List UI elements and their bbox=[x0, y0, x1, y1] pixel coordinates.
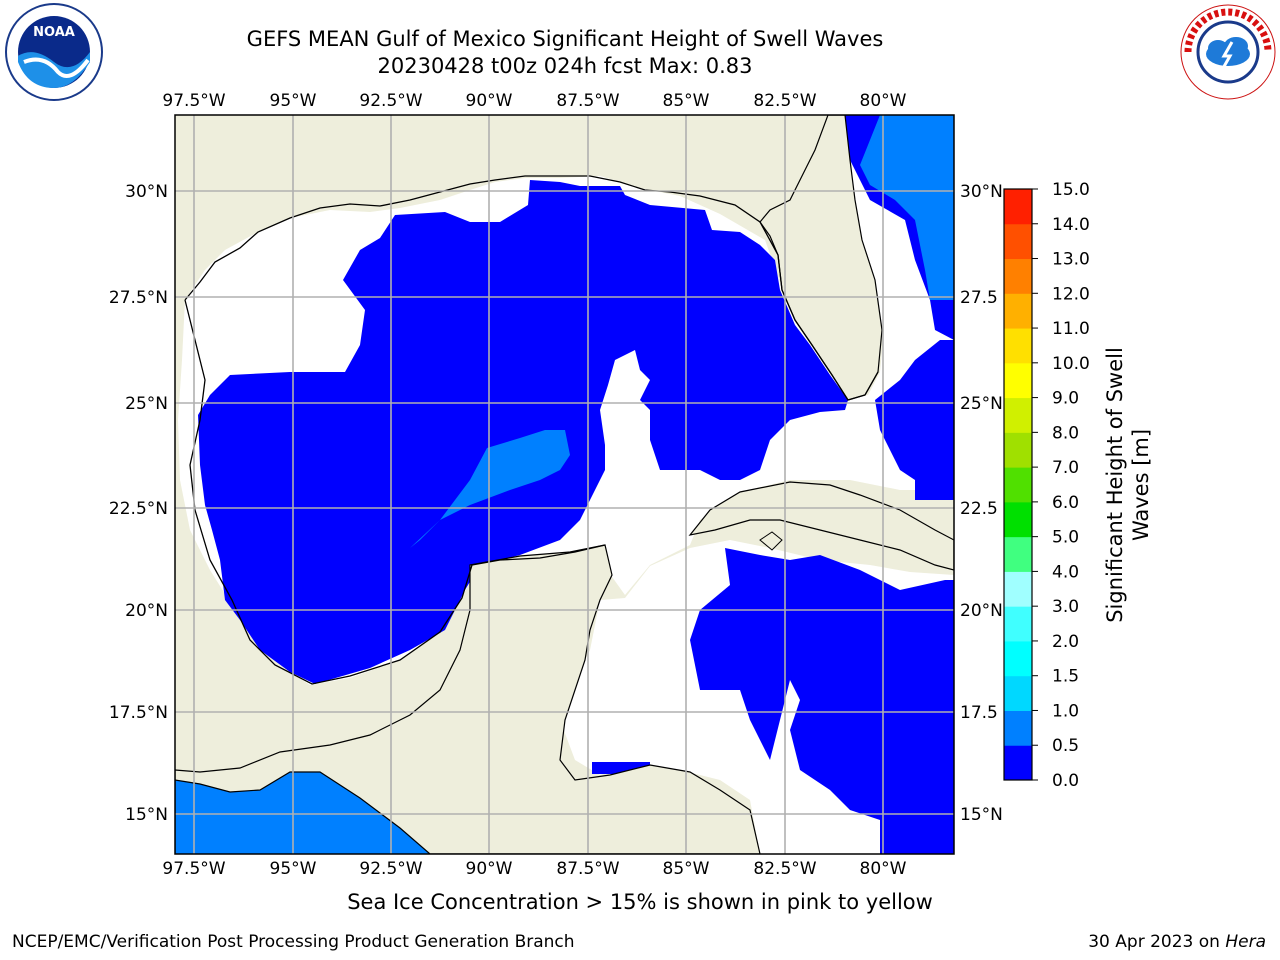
colorbar bbox=[1004, 189, 1032, 781]
colorbar-tick-label: 1.5 bbox=[1052, 667, 1079, 687]
lat-label: 27.5 bbox=[960, 288, 998, 308]
colorbar-segment bbox=[1004, 571, 1032, 607]
colorbar-tick-label: 8.0 bbox=[1052, 423, 1079, 443]
noaa-logo: NOAA bbox=[5, 3, 103, 101]
lat-label: 22.5°N bbox=[109, 499, 168, 519]
map-subtitle: 20230428 t00z 024h fcst Max: 0.83 bbox=[377, 54, 753, 78]
colorbar-tick-label: 14.0 bbox=[1052, 215, 1090, 235]
lon-label: 90°W bbox=[466, 859, 513, 879]
colorbar-tick-label: 10.0 bbox=[1052, 354, 1090, 374]
map-frame bbox=[174, 114, 955, 855]
cuba-land bbox=[688, 481, 954, 571]
colorbar-segment bbox=[1004, 362, 1032, 399]
map-gridlines bbox=[175, 115, 954, 854]
lat-label: 15°N bbox=[960, 805, 1003, 825]
colorbar-tick-label: 4.0 bbox=[1052, 562, 1079, 582]
colorbar-tick-label: 2.0 bbox=[1052, 632, 1079, 652]
colorbar-tick-label: 7.0 bbox=[1052, 458, 1079, 478]
lat-labels-left: 30°N 27.5°N 25°N 22.5°N 20°N 17.5°N 15°N bbox=[109, 182, 168, 825]
colorbar-segment bbox=[1004, 640, 1032, 677]
noaa-logo-text: NOAA bbox=[33, 25, 75, 40]
isla-juventud bbox=[759, 531, 783, 551]
colorbar-tick-label: 6.0 bbox=[1052, 493, 1079, 513]
map-title: GEFS MEAN Gulf of Mexico Significant Hei… bbox=[246, 27, 884, 51]
colorbar-tick-label: 13.0 bbox=[1052, 250, 1090, 270]
colorbar-label: Significant Height of Swell Waves [m] bbox=[1103, 347, 1153, 623]
gulf-coastline bbox=[184, 175, 879, 401]
colorbar-tick-label: 0.5 bbox=[1052, 736, 1079, 756]
colorbar-segment bbox=[1004, 328, 1032, 364]
lat-label: 27.5°N bbox=[109, 288, 168, 308]
colorbar-tick-label: 5.0 bbox=[1052, 528, 1079, 548]
lat-label: 30°N bbox=[960, 182, 1003, 202]
lon-label: 82.5°W bbox=[753, 859, 816, 879]
colorbar-segment bbox=[1004, 467, 1032, 503]
colorbar-segment bbox=[1004, 675, 1032, 711]
colorbar-segment bbox=[1004, 223, 1032, 260]
bahamas-swell-low bbox=[875, 340, 954, 500]
caribbean-swell-low bbox=[690, 548, 954, 854]
colorbar-label-line1: Significant Height of Swell bbox=[1103, 347, 1127, 623]
run-host: Hera bbox=[1225, 932, 1266, 952]
colorbar-segment bbox=[1004, 258, 1032, 294]
lon-label: 80°W bbox=[860, 859, 907, 879]
nws-logo bbox=[1180, 4, 1276, 100]
producer-credit: NCEP/EMC/Verification Post Processing Pr… bbox=[12, 932, 575, 952]
lon-label: 82.5°W bbox=[753, 91, 816, 111]
colorbar-tick-label: 9.0 bbox=[1052, 389, 1079, 409]
lon-label: 90°W bbox=[466, 91, 513, 111]
lon-label: 95°W bbox=[270, 859, 317, 879]
colorbar-tick-label: 3.0 bbox=[1052, 597, 1079, 617]
lon-label: 85°W bbox=[663, 859, 710, 879]
lat-label: 25°N bbox=[960, 394, 1003, 414]
lat-label: 20°N bbox=[960, 601, 1003, 621]
lat-label: 25°N bbox=[125, 394, 168, 414]
lat-label: 30°N bbox=[125, 182, 168, 202]
lon-label: 95°W bbox=[270, 91, 317, 111]
lon-label: 97.5°W bbox=[162, 91, 225, 111]
lon-labels-bottom: 97.5°W 95°W 92.5°W 90°W 87.5°W 85°W 82.5… bbox=[162, 859, 906, 879]
lat-label: 22.5 bbox=[960, 499, 998, 519]
colorbar-segment bbox=[1004, 536, 1032, 572]
colorbar-tick-label: 1.0 bbox=[1052, 701, 1079, 721]
lon-label: 92.5°W bbox=[359, 859, 422, 879]
lon-label: 87.5°W bbox=[556, 91, 619, 111]
lat-label: 20°N bbox=[125, 601, 168, 621]
colorbar-segment bbox=[1004, 189, 1032, 225]
colorbar-ticks: 0.0 0.5 1.0 1.5 2.0 3.0 4.0 5.0 6.0 7.0 8.0 9.0 10.0… bbox=[1032, 180, 1090, 791]
colorbar-segment bbox=[1004, 397, 1032, 433]
colorbar-tick-label: 15.0 bbox=[1052, 180, 1090, 200]
map-area bbox=[175, 115, 954, 854]
lon-label: 80°W bbox=[860, 91, 907, 111]
colorbar-segment bbox=[1004, 745, 1032, 781]
colorbar-segment bbox=[1004, 501, 1032, 538]
gulf-swell-mid bbox=[410, 430, 570, 548]
colorbar-label-line2: Waves [m] bbox=[1129, 429, 1153, 541]
lat-label: 17.5 bbox=[960, 703, 998, 723]
colorbar-segment bbox=[1004, 606, 1032, 642]
lon-label: 92.5°W bbox=[359, 91, 422, 111]
pacific-water bbox=[175, 772, 430, 854]
colorbar-segment bbox=[1004, 710, 1032, 746]
run-date-text: 30 Apr 2023 on bbox=[1088, 932, 1226, 952]
lat-label: 17.5°N bbox=[109, 703, 168, 723]
lon-label: 87.5°W bbox=[556, 859, 619, 879]
run-date: 30 Apr 2023 on Hera bbox=[1088, 932, 1266, 952]
colorbar-tick-label: 0.0 bbox=[1052, 771, 1079, 791]
colorbar-tick-label: 12.0 bbox=[1052, 284, 1090, 304]
lat-label: 15°N bbox=[125, 805, 168, 825]
sea-ice-note: Sea Ice Concentration > 15% is shown in … bbox=[347, 890, 933, 914]
colorbar-frame bbox=[1003, 188, 1033, 781]
colorbar-segment bbox=[1004, 432, 1032, 468]
lon-label: 85°W bbox=[663, 91, 710, 111]
lat-labels-right: 30°N 27.5 25°N 22.5 20°N 17.5 15°N bbox=[960, 182, 1003, 825]
colorbar-segment bbox=[1004, 293, 1032, 329]
lon-label: 97.5°W bbox=[162, 859, 225, 879]
colorbar-tick-label: 11.0 bbox=[1052, 319, 1090, 339]
lon-labels-top: 97.5°W 95°W 92.5°W 90°W 87.5°W 85°W 82.5… bbox=[162, 91, 906, 111]
